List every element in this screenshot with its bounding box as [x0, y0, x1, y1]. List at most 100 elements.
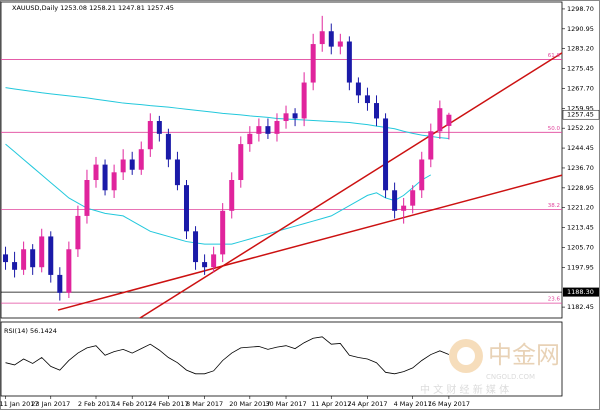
candle-body [274, 121, 280, 134]
candle-body [446, 114, 452, 126]
x-tick-label: 2 Feb 2017 [78, 400, 114, 408]
y-tick-label: 1213.45 [567, 224, 594, 232]
candle-body [337, 41, 343, 47]
y-tick-label: 1221.20 [567, 204, 594, 212]
x-tick-label: 14 Feb 2017 [112, 400, 152, 408]
fib-level-label: 23.6 [548, 297, 561, 303]
marked-price-label: 1188.30 [567, 288, 594, 296]
y-tick-label: 1267.70 [567, 84, 594, 92]
rsi-plot [5, 336, 450, 375]
rsi-line [5, 336, 450, 375]
x-tick-label: 11 Apr 2017 [311, 400, 351, 408]
candle-body [310, 44, 316, 83]
watermark: 中金网 CNGOLD.COM 中 文 财 经 新 媒 体 [420, 339, 560, 396]
y-tick-label: 1228.95 [567, 184, 594, 192]
marked-price-box [563, 287, 599, 297]
candle-body [419, 159, 425, 191]
trendline [138, 51, 562, 318]
candle-body [428, 131, 434, 160]
x-tick-label: 30 Mar 2017 [265, 400, 306, 408]
candle-body [183, 185, 189, 232]
candle-body [301, 82, 307, 119]
y-tick-label: 1244.45 [567, 144, 594, 152]
candle-body [111, 172, 117, 191]
candle-body [138, 149, 144, 170]
candle-body [202, 262, 208, 268]
candle-body [30, 249, 36, 268]
candle-body [48, 236, 54, 275]
candle-body [12, 262, 18, 270]
candle-body [165, 133, 171, 160]
y-tick-label: 1290.95 [567, 25, 594, 33]
y-tick-label: 1205.70 [567, 243, 594, 251]
candle-body [283, 113, 289, 122]
rsi-title: RSI(14) 56.1424 [4, 327, 57, 335]
candle-body [392, 190, 398, 211]
y-tick-label: 1197.95 [567, 263, 594, 271]
candle-body [156, 121, 162, 134]
last-price-label: 1257.45 [567, 111, 594, 119]
candle-body [355, 82, 361, 96]
main-pane [0, 1, 563, 319]
y-tick-label: 1259.95 [567, 104, 594, 112]
candle-body [383, 118, 389, 191]
candle-body [328, 31, 334, 47]
x-tick-label: 11 Jan 2017 [0, 400, 38, 408]
candle-body [374, 103, 380, 119]
candle-body [3, 254, 9, 263]
candle-body [66, 249, 72, 293]
moving-average [5, 87, 449, 139]
watermark-brand: 中金网 [488, 341, 560, 369]
y-tick-label: 1236.70 [567, 164, 594, 172]
candle-body [211, 254, 217, 268]
candle-body [346, 41, 352, 83]
x-tick-label: 23 Jan 2017 [31, 400, 70, 408]
watermark-site: CNGOLD.COM [486, 373, 535, 381]
x-tick-label: 8 Mar 2017 [186, 400, 223, 408]
candle-body [256, 126, 262, 134]
candle-body [174, 159, 180, 186]
fib-level-label: 38.2 [548, 203, 560, 209]
x-tick-label: 20 Mar 2017 [229, 400, 270, 408]
candle-body [120, 159, 126, 173]
candle-body [319, 31, 325, 45]
candle-body [401, 205, 407, 211]
candle-body [147, 121, 153, 150]
candle-body [129, 159, 135, 170]
y-tick-label: 1298.70 [567, 5, 594, 13]
candle-body [247, 133, 253, 145]
main-plot [1, 15, 562, 318]
x-tick-label: 24 Feb 2017 [148, 400, 188, 408]
chart-title: XAUUSD,Daily 1253.08 1258.21 1247.81 125… [12, 4, 174, 12]
x-tick-label: 4 May 2017 [394, 400, 432, 408]
last-price-box [562, 109, 600, 120]
candle-body [193, 231, 199, 263]
y-tick-label: 1283.20 [567, 45, 594, 53]
candle-body [292, 113, 298, 119]
candle-body [364, 95, 370, 104]
y-tick-label: 1252.20 [567, 124, 594, 132]
candle-body [93, 164, 99, 181]
trendline [57, 174, 562, 311]
rsi-pane [0, 321, 563, 397]
candle-body [84, 180, 90, 216]
candle-body [21, 249, 27, 270]
candle-body [39, 236, 45, 268]
x-tick-label: 24 Apr 2017 [347, 400, 387, 408]
x-tick-label: 16 May 2017 [428, 400, 470, 408]
watermark-logo [449, 339, 483, 373]
y-tick-label: 1182.45 [567, 303, 594, 311]
y-tick-label: 1275.45 [567, 65, 594, 73]
candle-body [102, 164, 108, 191]
candle-body [75, 215, 81, 250]
watermark-logo [457, 347, 475, 365]
watermark-slogan: 中 文 财 经 新 媒 体 [420, 383, 509, 396]
candle-body [410, 190, 416, 206]
candle-body [57, 274, 63, 293]
moving-average [5, 143, 432, 245]
fib-level-label: 61.8 [548, 53, 561, 59]
candle-body [437, 108, 443, 132]
candle-body [229, 180, 235, 211]
